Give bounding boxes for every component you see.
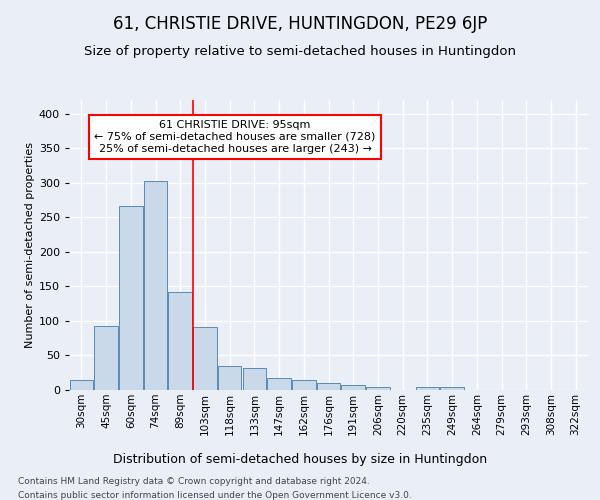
Text: Contains HM Land Registry data © Crown copyright and database right 2024.: Contains HM Land Registry data © Crown c… <box>18 478 370 486</box>
Text: 61, CHRISTIE DRIVE, HUNTINGDON, PE29 6JP: 61, CHRISTIE DRIVE, HUNTINGDON, PE29 6JP <box>113 15 487 33</box>
Bar <box>317 383 340 390</box>
Bar <box>70 380 93 390</box>
Y-axis label: Number of semi-detached properties: Number of semi-detached properties <box>25 142 35 348</box>
Text: Contains public sector information licensed under the Open Government Licence v3: Contains public sector information licen… <box>18 491 412 500</box>
Bar <box>144 181 167 390</box>
Bar <box>218 366 241 390</box>
Text: Size of property relative to semi-detached houses in Huntingdon: Size of property relative to semi-detach… <box>84 45 516 58</box>
Bar <box>119 206 143 390</box>
Bar <box>169 292 192 390</box>
Bar <box>440 387 464 390</box>
Bar <box>193 327 217 390</box>
Bar <box>94 326 118 390</box>
Bar <box>268 378 291 390</box>
Bar <box>292 380 316 390</box>
Bar <box>416 387 439 390</box>
Text: Distribution of semi-detached houses by size in Huntingdon: Distribution of semi-detached houses by … <box>113 452 487 466</box>
Bar <box>341 385 365 390</box>
Bar <box>366 386 389 390</box>
Bar <box>242 368 266 390</box>
Text: 61 CHRISTIE DRIVE: 95sqm
← 75% of semi-detached houses are smaller (728)
25% of : 61 CHRISTIE DRIVE: 95sqm ← 75% of semi-d… <box>94 120 376 154</box>
